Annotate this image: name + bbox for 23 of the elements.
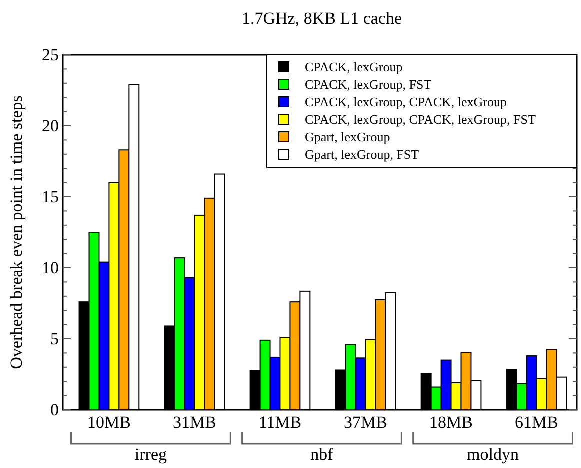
y-tick-label: 5 [50, 329, 59, 348]
text: moldyn [467, 445, 520, 464]
legend-label: CPACK, lexGroup, CPACK, lexGroup [305, 94, 508, 110]
x-tick-label: 10MB [87, 413, 131, 432]
x-tick-label: 11MB [258, 413, 302, 432]
legend-label: CPACK, lexGroup, FST [305, 77, 432, 92]
y-tick-label: 10 [42, 258, 59, 278]
y-tick-label: 20 [42, 116, 59, 136]
x-tick-label: 61MB [515, 413, 559, 432]
legend-label: Gpart, lexGroup [305, 130, 390, 144]
y-tick-label: 0 [50, 400, 59, 420]
x-tick-label: 18MB [430, 413, 474, 432]
legend-label: Gpart, lexGroup, FST [305, 147, 420, 162]
x-tick-label: 37MB [344, 413, 388, 432]
chart-title: 1.7GHz, 8KB L1 cache [242, 9, 402, 28]
x-tick-label: 31MB [172, 413, 216, 432]
y-tick-label: 25 [42, 45, 59, 64]
legend-label: CPACK, lexGroup [305, 60, 403, 74]
text: nbf [310, 445, 334, 464]
y-tick-label: 15 [42, 187, 59, 206]
y-axis-title: Overhead break even point in time steps [7, 96, 26, 370]
text: irreg [134, 445, 168, 464]
legend-label: CPACK, lexGroup, CPACK, lexGroup, FST [305, 112, 536, 127]
